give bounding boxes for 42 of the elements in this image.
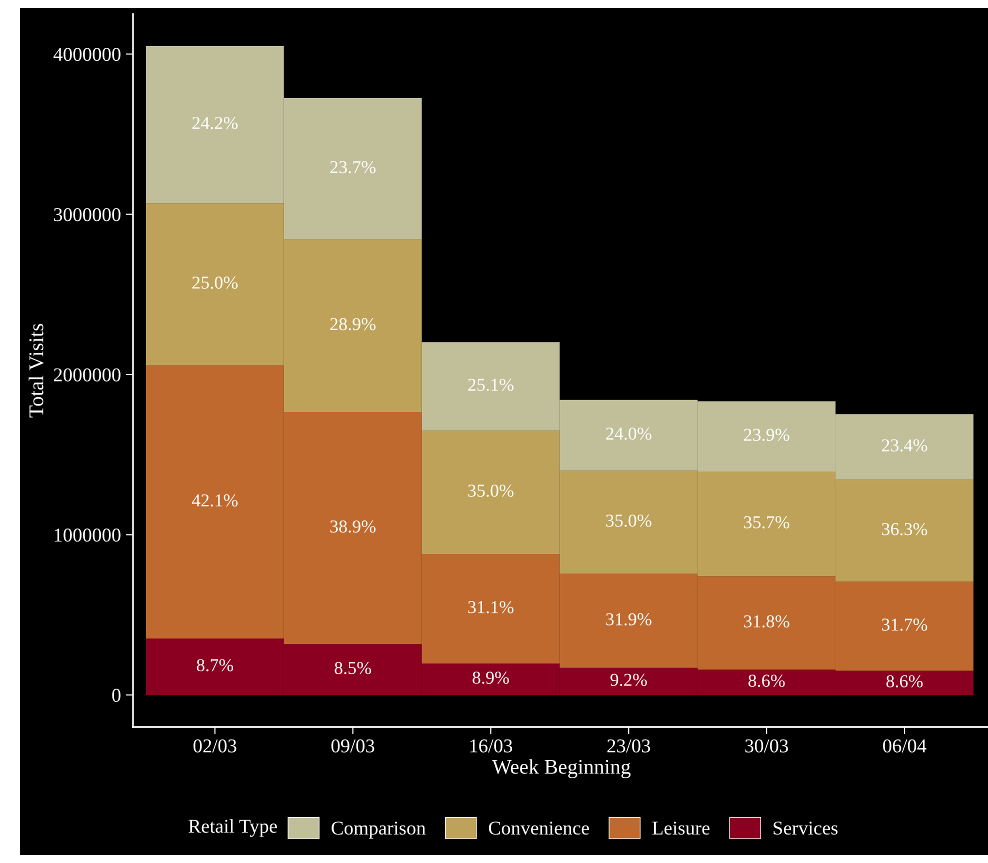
annotation: 38.9%	[330, 520, 376, 533]
x-tick-label: 06/04	[883, 739, 926, 752]
annotation: 31.8%	[744, 615, 790, 628]
y-tick-label: 4000000	[54, 48, 120, 61]
annotation: 23.7%	[330, 161, 376, 174]
y-axis-title: Total Visits	[28, 324, 44, 418]
annotation: 23.9%	[744, 428, 790, 441]
x-axis-title: Week Beginning	[492, 759, 631, 778]
legend-label: Comparison	[332, 822, 426, 839]
annotation: 28.9%	[330, 318, 376, 330]
annotation: 35.0%	[606, 514, 652, 527]
annotation: 31.9%	[606, 613, 652, 626]
annotation: 35.7%	[744, 516, 790, 528]
y-tick-label: 3000000	[54, 208, 120, 222]
x-tick-label: 09/03	[331, 739, 374, 752]
annotation: 42.1%	[192, 494, 238, 507]
annotation: 25.0%	[192, 276, 238, 289]
x-tick-label: 30/03	[745, 739, 788, 752]
annotation: 8.6%	[886, 675, 923, 688]
annotation: 31.7%	[882, 618, 928, 631]
annotation: 24.0%	[606, 428, 652, 440]
x-tick-label: 16/03	[470, 739, 512, 752]
annotation: 36.3%	[882, 523, 928, 536]
annotation: 8.5%	[334, 662, 372, 674]
legend-label: Services	[774, 822, 838, 835]
y-tick-label: 2000000	[54, 368, 120, 382]
annotation: 25.1%	[468, 378, 514, 391]
annotation: 35.0%	[468, 484, 514, 497]
y-tick-label: 1000000	[54, 528, 120, 542]
annotation: 8.7%	[196, 659, 234, 672]
legend-title: Retail Type	[188, 819, 277, 837]
annotation: 23.4%	[882, 439, 928, 452]
x-tick-label: 02/03	[194, 739, 236, 752]
x-tick-label: 23/03	[607, 739, 650, 752]
annotation: 24.2%	[192, 116, 238, 130]
annotation: 31.1%	[468, 601, 514, 614]
annotation: 8.9%	[472, 672, 509, 684]
y-tick-label: 0	[112, 688, 120, 702]
legend-label: Convenience	[488, 822, 589, 835]
legend-label: Leisure	[652, 822, 710, 835]
annotation: 9.2%	[610, 674, 647, 686]
annotation: 8.6%	[748, 674, 785, 687]
